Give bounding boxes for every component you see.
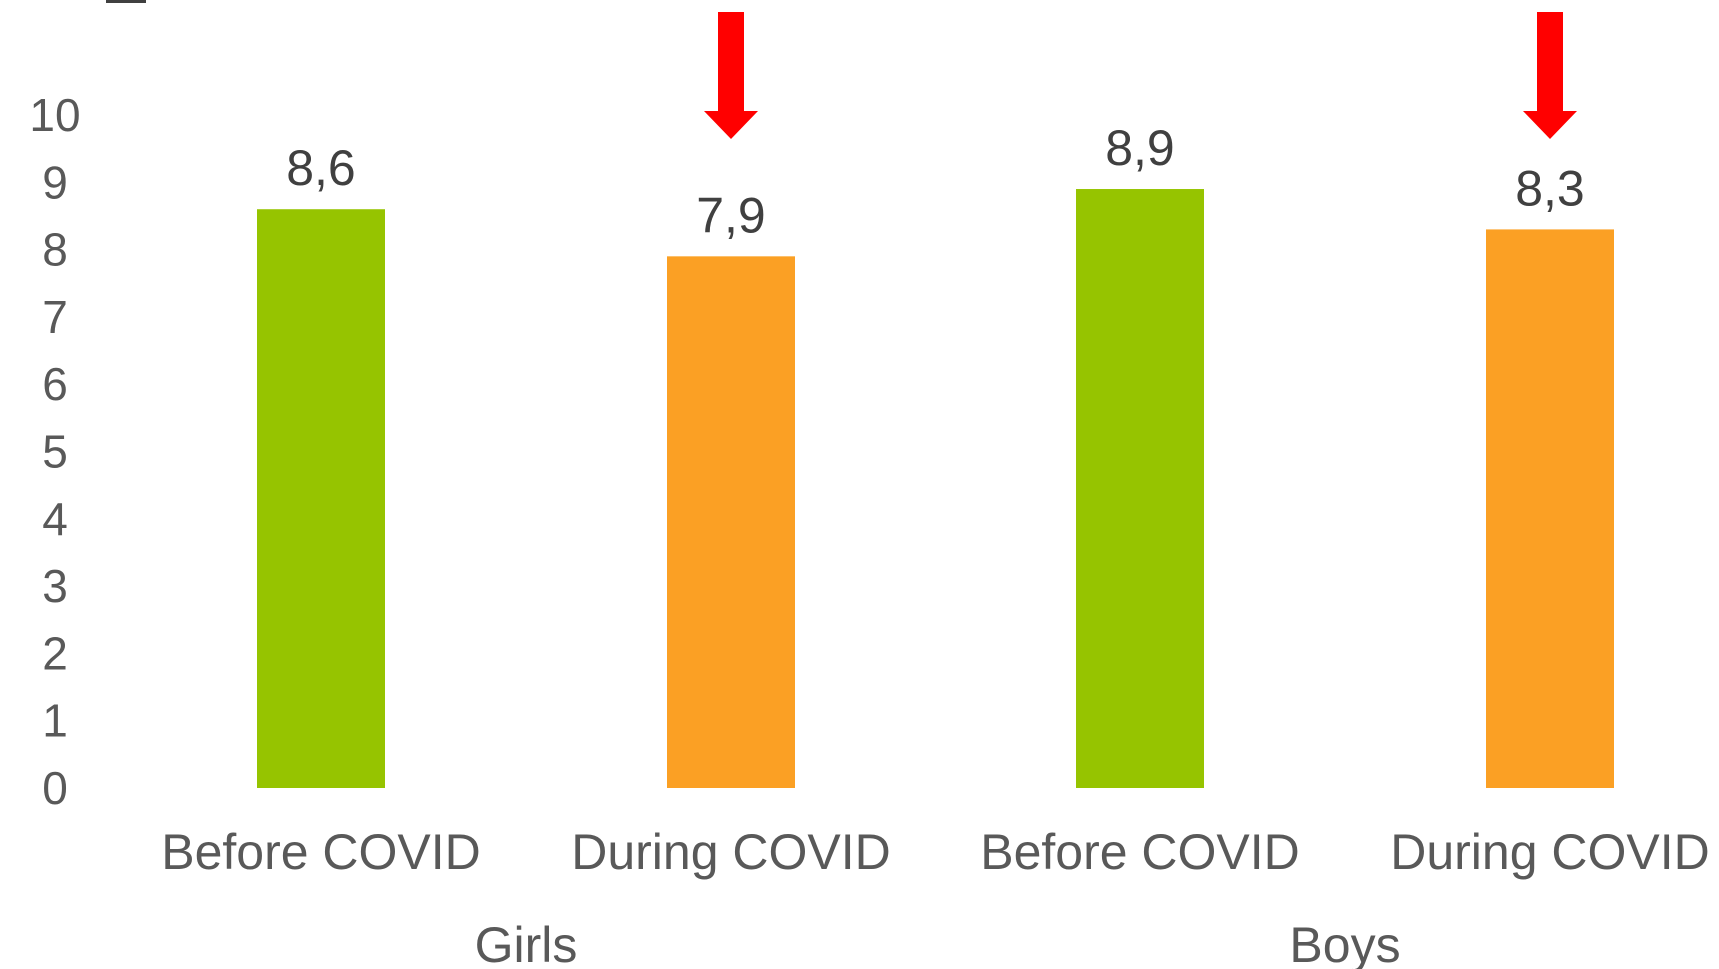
- group-label: Boys: [1289, 917, 1400, 969]
- bar: [1076, 189, 1204, 788]
- bar: [667, 256, 795, 789]
- y-tick-label: 2: [42, 627, 68, 679]
- y-tick-label: 5: [42, 426, 68, 478]
- data-label: 7,9: [696, 187, 766, 243]
- y-tick-label: 0: [42, 762, 68, 814]
- y-tick-label: 7: [42, 291, 68, 343]
- down-arrow-icon: [1523, 12, 1577, 139]
- y-tick-label: 1: [42, 695, 68, 747]
- bar: [1486, 229, 1614, 788]
- down-arrow-icon: [704, 12, 758, 139]
- data-label: 8,3: [1515, 160, 1585, 216]
- data-label: 8,6: [286, 140, 356, 196]
- y-axis: 0 1 2 3 4 5 6 7 8 9 10: [29, 89, 80, 814]
- x-axis-categories: Before COVID During COVID Before COVID Duri…: [161, 824, 1710, 880]
- category-label: Before COVID: [980, 824, 1300, 880]
- group-label: Girls: [475, 917, 578, 969]
- data-labels: 8,6 7,9 8,9 8,3: [286, 120, 1585, 243]
- y-tick-label: 9: [42, 156, 68, 208]
- bars: [257, 189, 1614, 789]
- arrows: [704, 12, 1577, 139]
- y-tick-label: 4: [42, 493, 68, 545]
- category-label: During COVID: [571, 824, 891, 880]
- y-tick-label: 10: [29, 89, 80, 141]
- data-label: 8,9: [1105, 120, 1175, 176]
- bar: [257, 209, 385, 789]
- x-axis-groups: Girls Boys: [475, 917, 1401, 969]
- y-tick-label: 8: [42, 224, 68, 276]
- y-tick-label: 6: [42, 358, 68, 410]
- category-label: Before COVID: [161, 824, 481, 880]
- corner-mark: [106, 0, 146, 3]
- category-label: During COVID: [1390, 824, 1710, 880]
- y-tick-label: 3: [42, 560, 68, 612]
